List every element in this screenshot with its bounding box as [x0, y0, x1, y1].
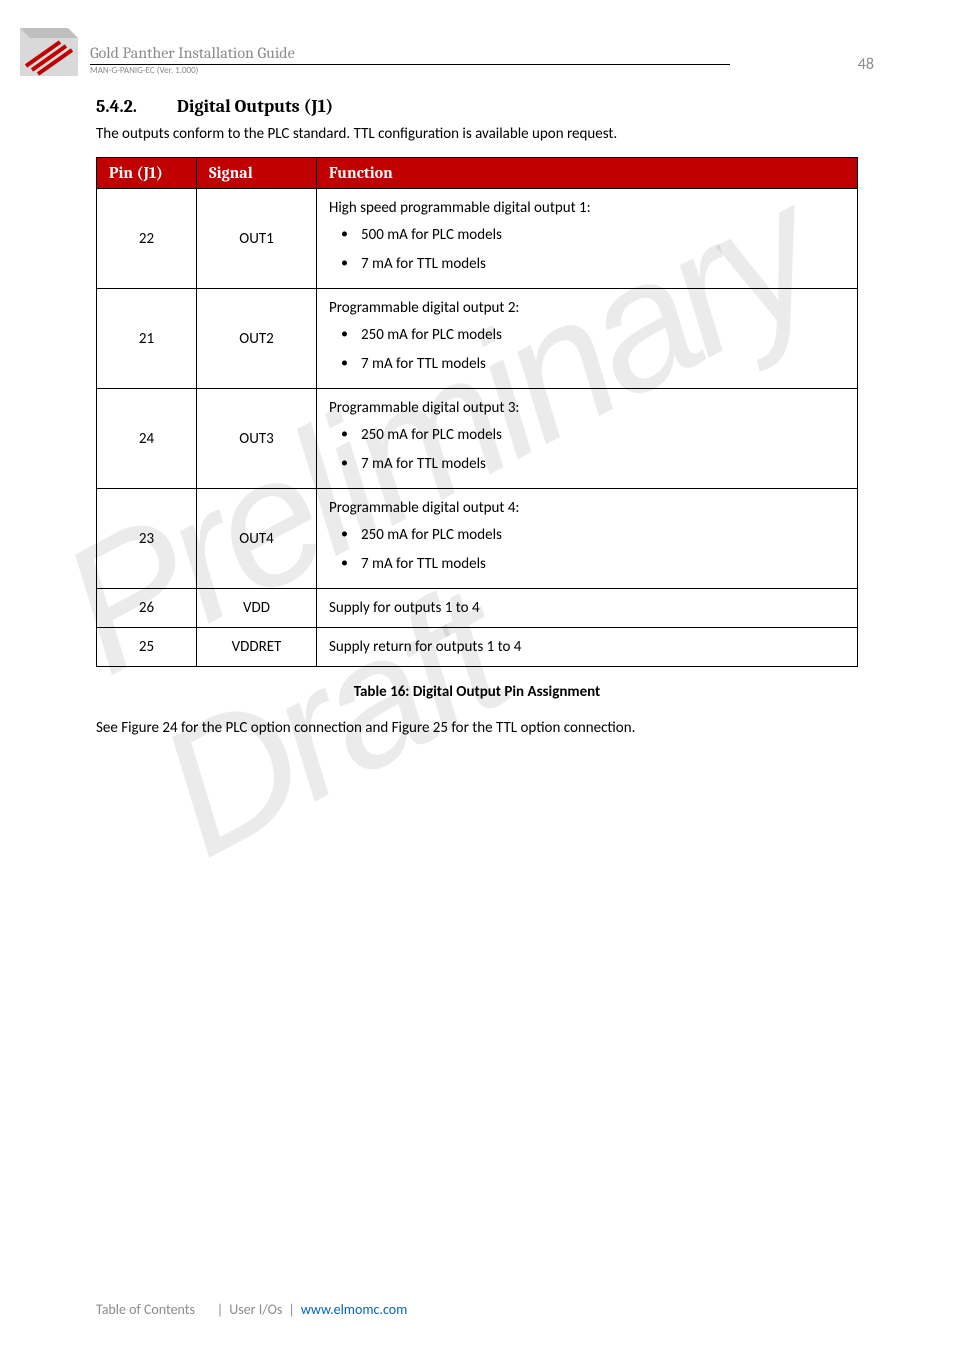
cell-function: Supply for outputs 1 to 4: [317, 589, 858, 628]
cell-pin: 21: [97, 289, 197, 389]
table-row: 22OUT1High speed programmable digital ou…: [97, 189, 858, 289]
section-title: Digital Outputs (J1): [177, 96, 333, 117]
th-pin: Pin (J1): [97, 158, 197, 189]
table-row: 21OUT2Programmable digital output 2:250 …: [97, 289, 858, 389]
cell-pin: 24: [97, 389, 197, 489]
cell-pin: 22: [97, 189, 197, 289]
section-intro: The outputs conform to the PLC standard.…: [96, 125, 858, 143]
footer-sep: |: [288, 1301, 294, 1318]
footer-sep: |: [217, 1301, 223, 1318]
cell-function: Programmable digital output 4:250 mA for…: [317, 489, 858, 589]
th-function: Function: [317, 158, 858, 189]
cell-signal: OUT4: [197, 489, 317, 589]
footer-link[interactable]: www.elmomc.com: [301, 1301, 408, 1318]
header-title: Gold Panther Installation Guide: [90, 44, 838, 62]
table-row: 24OUT3Programmable digital output 3:250 …: [97, 389, 858, 489]
footer-toc: Table of Contents: [96, 1301, 195, 1318]
cell-pin: 25: [97, 628, 197, 667]
cell-function: Programmable digital output 2:250 mA for…: [317, 289, 858, 389]
cell-function: High speed programmable digital output 1…: [317, 189, 858, 289]
cell-signal: OUT3: [197, 389, 317, 489]
footer-section: User I/Os: [229, 1301, 282, 1318]
page-header: Gold Panther Installation Guide MAN-G-PA…: [0, 0, 954, 76]
cell-function: Programmable digital output 3:250 mA for…: [317, 389, 858, 489]
section-number: 5.4.2.: [96, 96, 137, 117]
table-row: 25VDDRETSupply return for outputs 1 to 4: [97, 628, 858, 667]
cell-signal: OUT1: [197, 189, 317, 289]
table-row: 26VDDSupply for outputs 1 to 4: [97, 589, 858, 628]
table-row: 23OUT4Programmable digital output 4:250 …: [97, 489, 858, 589]
table-caption: Table 16: Digital Output Pin Assignment: [96, 683, 858, 701]
cell-signal: OUT2: [197, 289, 317, 389]
page-footer: Table of Contents | User I/Os | www.elmomc.…: [96, 1301, 407, 1318]
page-number: 48: [858, 55, 874, 76]
th-signal: Signal: [197, 158, 317, 189]
cell-pin: 26: [97, 589, 197, 628]
cell-signal: VDDRET: [197, 628, 317, 667]
post-table-text: See Figure 24 for the PLC option connect…: [96, 719, 858, 737]
header-subtitle: MAN-G-PANIG-EC (Ver. 1.000): [90, 65, 838, 76]
cell-function: Supply return for outputs 1 to 4: [317, 628, 858, 667]
pin-assignment-table: Pin (J1) Signal Function 22OUT1High spee…: [96, 157, 858, 667]
cell-pin: 23: [97, 489, 197, 589]
logo-icon: [20, 28, 78, 76]
cell-signal: VDD: [197, 589, 317, 628]
